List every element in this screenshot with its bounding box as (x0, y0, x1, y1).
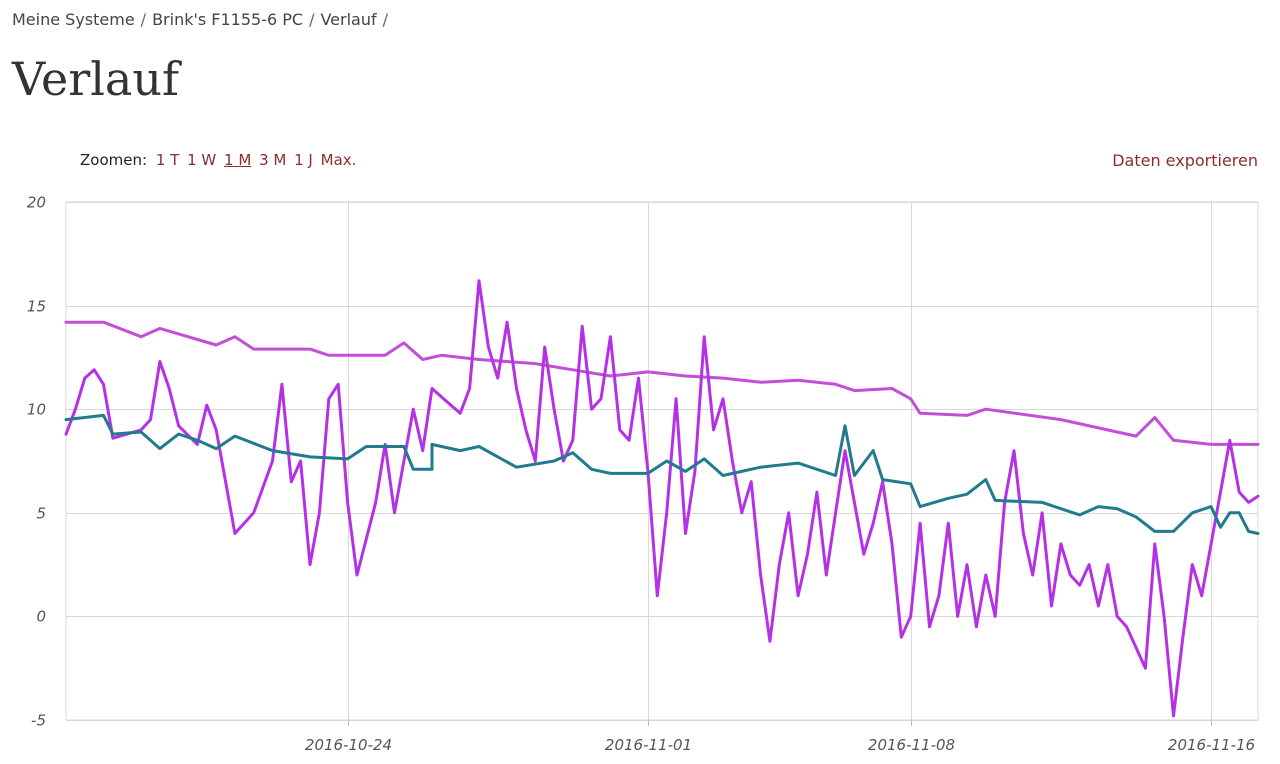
history-chart[interactable]: -5 0 5 10 15 20 2016-10-24 2016-11-01 2016-11-08… (0, 180, 1280, 764)
series-line-1 (64, 320, 1260, 446)
breadcrumb: Meine Systeme / Brink's F1155-6 PC / Verlauf… (12, 10, 394, 29)
breadcrumb-separator: / (309, 10, 315, 29)
breadcrumb-item-system[interactable]: Brink's F1155-6 PC (152, 10, 304, 29)
breadcrumb-item-meine-systeme[interactable]: Meine Systeme (12, 10, 135, 29)
zoom-label: Zoomen: (80, 151, 148, 169)
page-title: Verlauf (12, 52, 179, 106)
series-line-2 (64, 279, 1260, 718)
x-tick-label: 2016-11-08 (868, 736, 955, 754)
zoom-option-1j[interactable]: 1 J (294, 151, 313, 169)
series-line-3 (64, 413, 1260, 535)
zoom-option-max[interactable]: Max. (320, 151, 357, 169)
x-tick-label: 2016-11-16 (1168, 736, 1255, 754)
zoom-option-3m[interactable]: 3 M (259, 151, 287, 169)
zoom-option-1w[interactable]: 1 W (187, 151, 217, 169)
y-tick-label: 5 (36, 505, 46, 523)
breadcrumb-separator: / (382, 10, 389, 29)
y-tick-label: -5 (31, 712, 46, 730)
breadcrumb-separator: / (140, 10, 147, 29)
x-tick-label: 2016-11-01 (605, 736, 692, 754)
zoom-option-1m[interactable]: 1 M (224, 151, 252, 169)
y-tick-label: 20 (27, 194, 46, 212)
zoom-bar: Zoomen: 1 T 1 W 1 M 3 M 1 J Max. (80, 151, 359, 169)
y-tick-label: 15 (27, 298, 46, 316)
y-tick-label: 0 (36, 608, 46, 626)
breadcrumb-item-verlauf[interactable]: Verlauf (320, 10, 377, 29)
zoom-option-1t[interactable]: 1 T (155, 151, 180, 169)
plot-area (65, 201, 1259, 721)
x-tick-label: 2016-10-24 (305, 736, 392, 754)
y-tick-label: 10 (27, 401, 46, 419)
export-data-link[interactable]: Daten exportieren (1112, 151, 1258, 170)
